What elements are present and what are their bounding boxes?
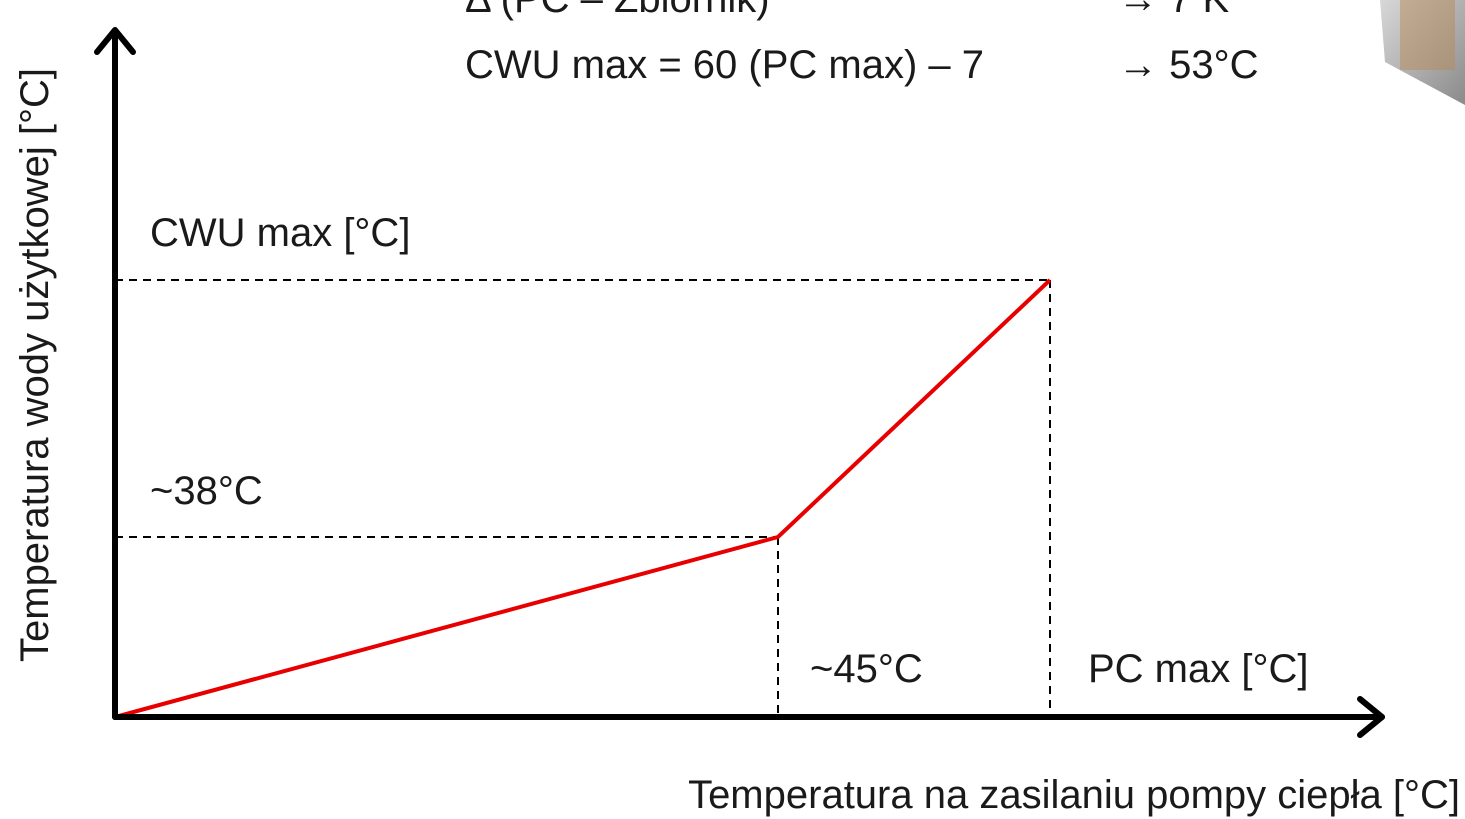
header-right: → 53°C xyxy=(1118,43,1259,87)
label: ~38°C xyxy=(150,469,263,513)
x-axis-title: Temperatura na zasilaniu pompy ciepła [°… xyxy=(688,773,1460,817)
axes xyxy=(97,30,1382,735)
header-right: → 7 K xyxy=(1118,0,1229,21)
label: PC max [°C] xyxy=(1088,647,1308,691)
slide: Δ (PC – Zbiornik) → 7 K CWU max = 60 (PC… xyxy=(0,0,1465,819)
label: ~45°C xyxy=(810,647,923,691)
header-left: Δ (PC – Zbiornik) xyxy=(465,0,770,21)
label: CWU max [°C] xyxy=(150,211,410,255)
y-axis-title: Temperatura wody użytkowej [°C] xyxy=(13,68,57,662)
device-photo xyxy=(1380,0,1465,105)
header-left: CWU max = 60 (PC max) – 7 xyxy=(465,43,984,87)
